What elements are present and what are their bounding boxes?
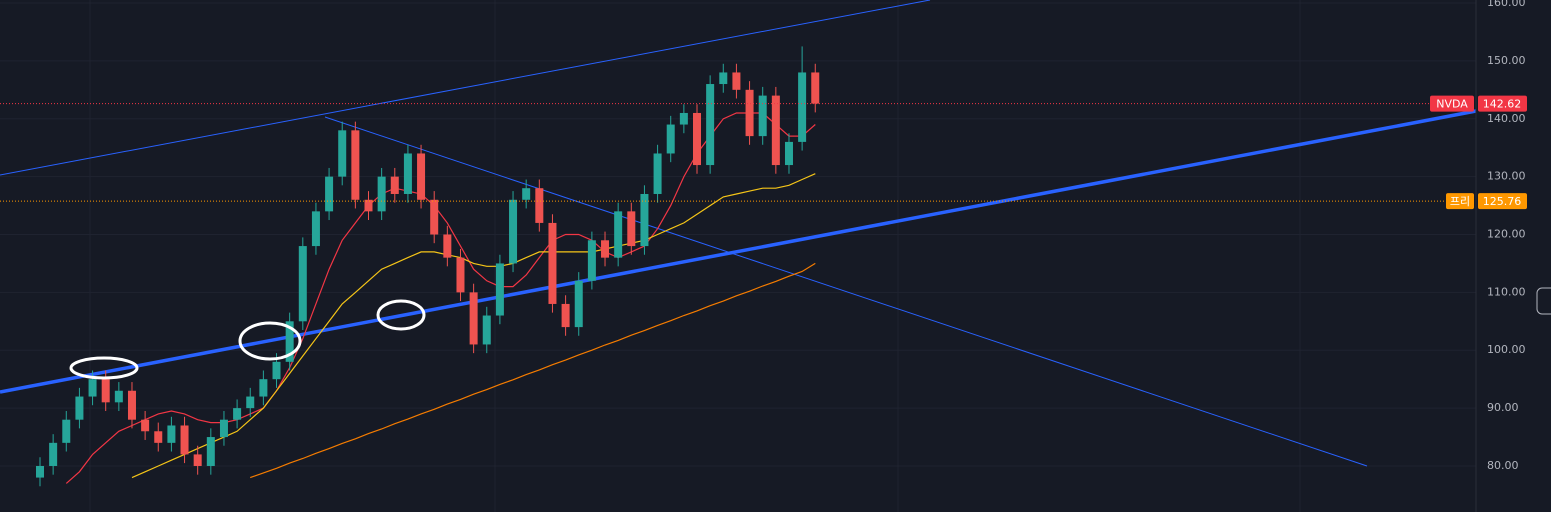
candle-body <box>338 130 347 177</box>
candle-body <box>114 390 123 403</box>
y-tick-label: 110.00 <box>1487 285 1526 298</box>
moving-average <box>131 173 816 479</box>
candle-body <box>798 72 807 142</box>
candle-body <box>601 240 610 258</box>
candle-body <box>193 454 202 466</box>
candle-body <box>36 465 44 478</box>
y-tick-label: 120.00 <box>1487 228 1526 241</box>
candle-body <box>745 89 754 137</box>
candle-body <box>101 379 110 403</box>
candle-body <box>627 211 636 247</box>
candle-body <box>732 72 741 90</box>
candle-body <box>351 130 360 200</box>
y-tick-label: 140.00 <box>1487 112 1526 125</box>
candle-body <box>653 153 662 194</box>
price-name: 프리 <box>1450 195 1470 208</box>
y-tick-label: 160.00 <box>1487 0 1526 9</box>
candle-body <box>364 199 373 212</box>
highlight-circle <box>238 321 302 361</box>
annotations <box>69 299 426 380</box>
y-tick-label: 130.00 <box>1487 170 1526 183</box>
plot <box>0 46 1476 487</box>
candle-body <box>167 425 176 443</box>
candle-body <box>469 292 478 345</box>
candle-body <box>495 263 504 316</box>
candle-body <box>771 95 780 166</box>
down-trend-line <box>324 116 1368 467</box>
candle-body <box>88 379 97 397</box>
candle-body <box>522 188 531 200</box>
candle-body <box>311 211 320 247</box>
highlight-circle <box>69 356 139 380</box>
candle-body <box>679 112 688 125</box>
vertical-grid <box>89 0 1301 512</box>
candle-body <box>758 95 767 137</box>
support-line <box>0 109 1477 394</box>
candle-body <box>377 176 386 212</box>
price-value: 142.62 <box>1483 98 1522 111</box>
candle-body <box>272 361 281 380</box>
candle-body <box>141 419 150 432</box>
axis-labels: 160.00 150.00 140.00 130.00 120.00 110.00 100.… <box>1430 0 1527 472</box>
candle-body <box>233 408 242 420</box>
candle-body <box>535 188 544 223</box>
candle-body <box>298 246 307 322</box>
candle-body <box>180 425 189 455</box>
price-value-box <box>1478 193 1527 210</box>
candle-body <box>561 303 570 328</box>
y-tick-label: 80.00 <box>1487 459 1519 472</box>
candle-body <box>390 176 399 194</box>
candle-body <box>482 315 491 345</box>
candle-body <box>259 379 268 397</box>
candle-body <box>614 211 623 258</box>
candle-body <box>246 396 255 409</box>
price-axis <box>1476 0 1551 512</box>
price-name: NVDA <box>1436 98 1468 111</box>
price-value-box <box>1478 95 1527 112</box>
candle-body <box>587 240 596 281</box>
drawings <box>0 0 1477 467</box>
channel-line <box>0 0 931 176</box>
candle-body <box>443 234 452 258</box>
moving-average <box>65 112 816 484</box>
candle-body <box>206 437 215 466</box>
y-tick-label: 90.00 <box>1487 401 1519 414</box>
y-tick-label: 100.00 <box>1487 343 1526 356</box>
scroll-button[interactable] <box>1536 287 1551 315</box>
candle-body <box>430 199 439 235</box>
candle-body <box>811 72 820 104</box>
candle-body <box>285 321 294 362</box>
candle-body <box>127 390 136 420</box>
candle-body <box>456 257 465 293</box>
candle-body <box>640 193 649 247</box>
candle-body <box>62 419 71 443</box>
candle-body <box>509 199 518 264</box>
candle-body <box>75 396 84 420</box>
moving-average <box>249 262 816 479</box>
candle-body <box>403 153 412 194</box>
candle-body <box>325 176 334 212</box>
candle-body <box>666 124 675 154</box>
candle-body <box>154 431 163 443</box>
candle-body <box>706 84 715 166</box>
price-name-box <box>1430 95 1474 112</box>
candle-body <box>784 141 793 166</box>
candle-body <box>219 419 228 438</box>
candle-body <box>49 442 58 466</box>
price-value: 125.76 <box>1483 195 1522 208</box>
candle-body <box>574 280 583 328</box>
candle-body <box>693 112 701 166</box>
price-name-box <box>1446 193 1474 210</box>
candle-body <box>548 222 557 304</box>
y-tick-label: 150.00 <box>1487 54 1526 67</box>
candle-body <box>719 72 728 85</box>
highlight-circle <box>376 299 426 331</box>
candle-body <box>417 153 426 200</box>
